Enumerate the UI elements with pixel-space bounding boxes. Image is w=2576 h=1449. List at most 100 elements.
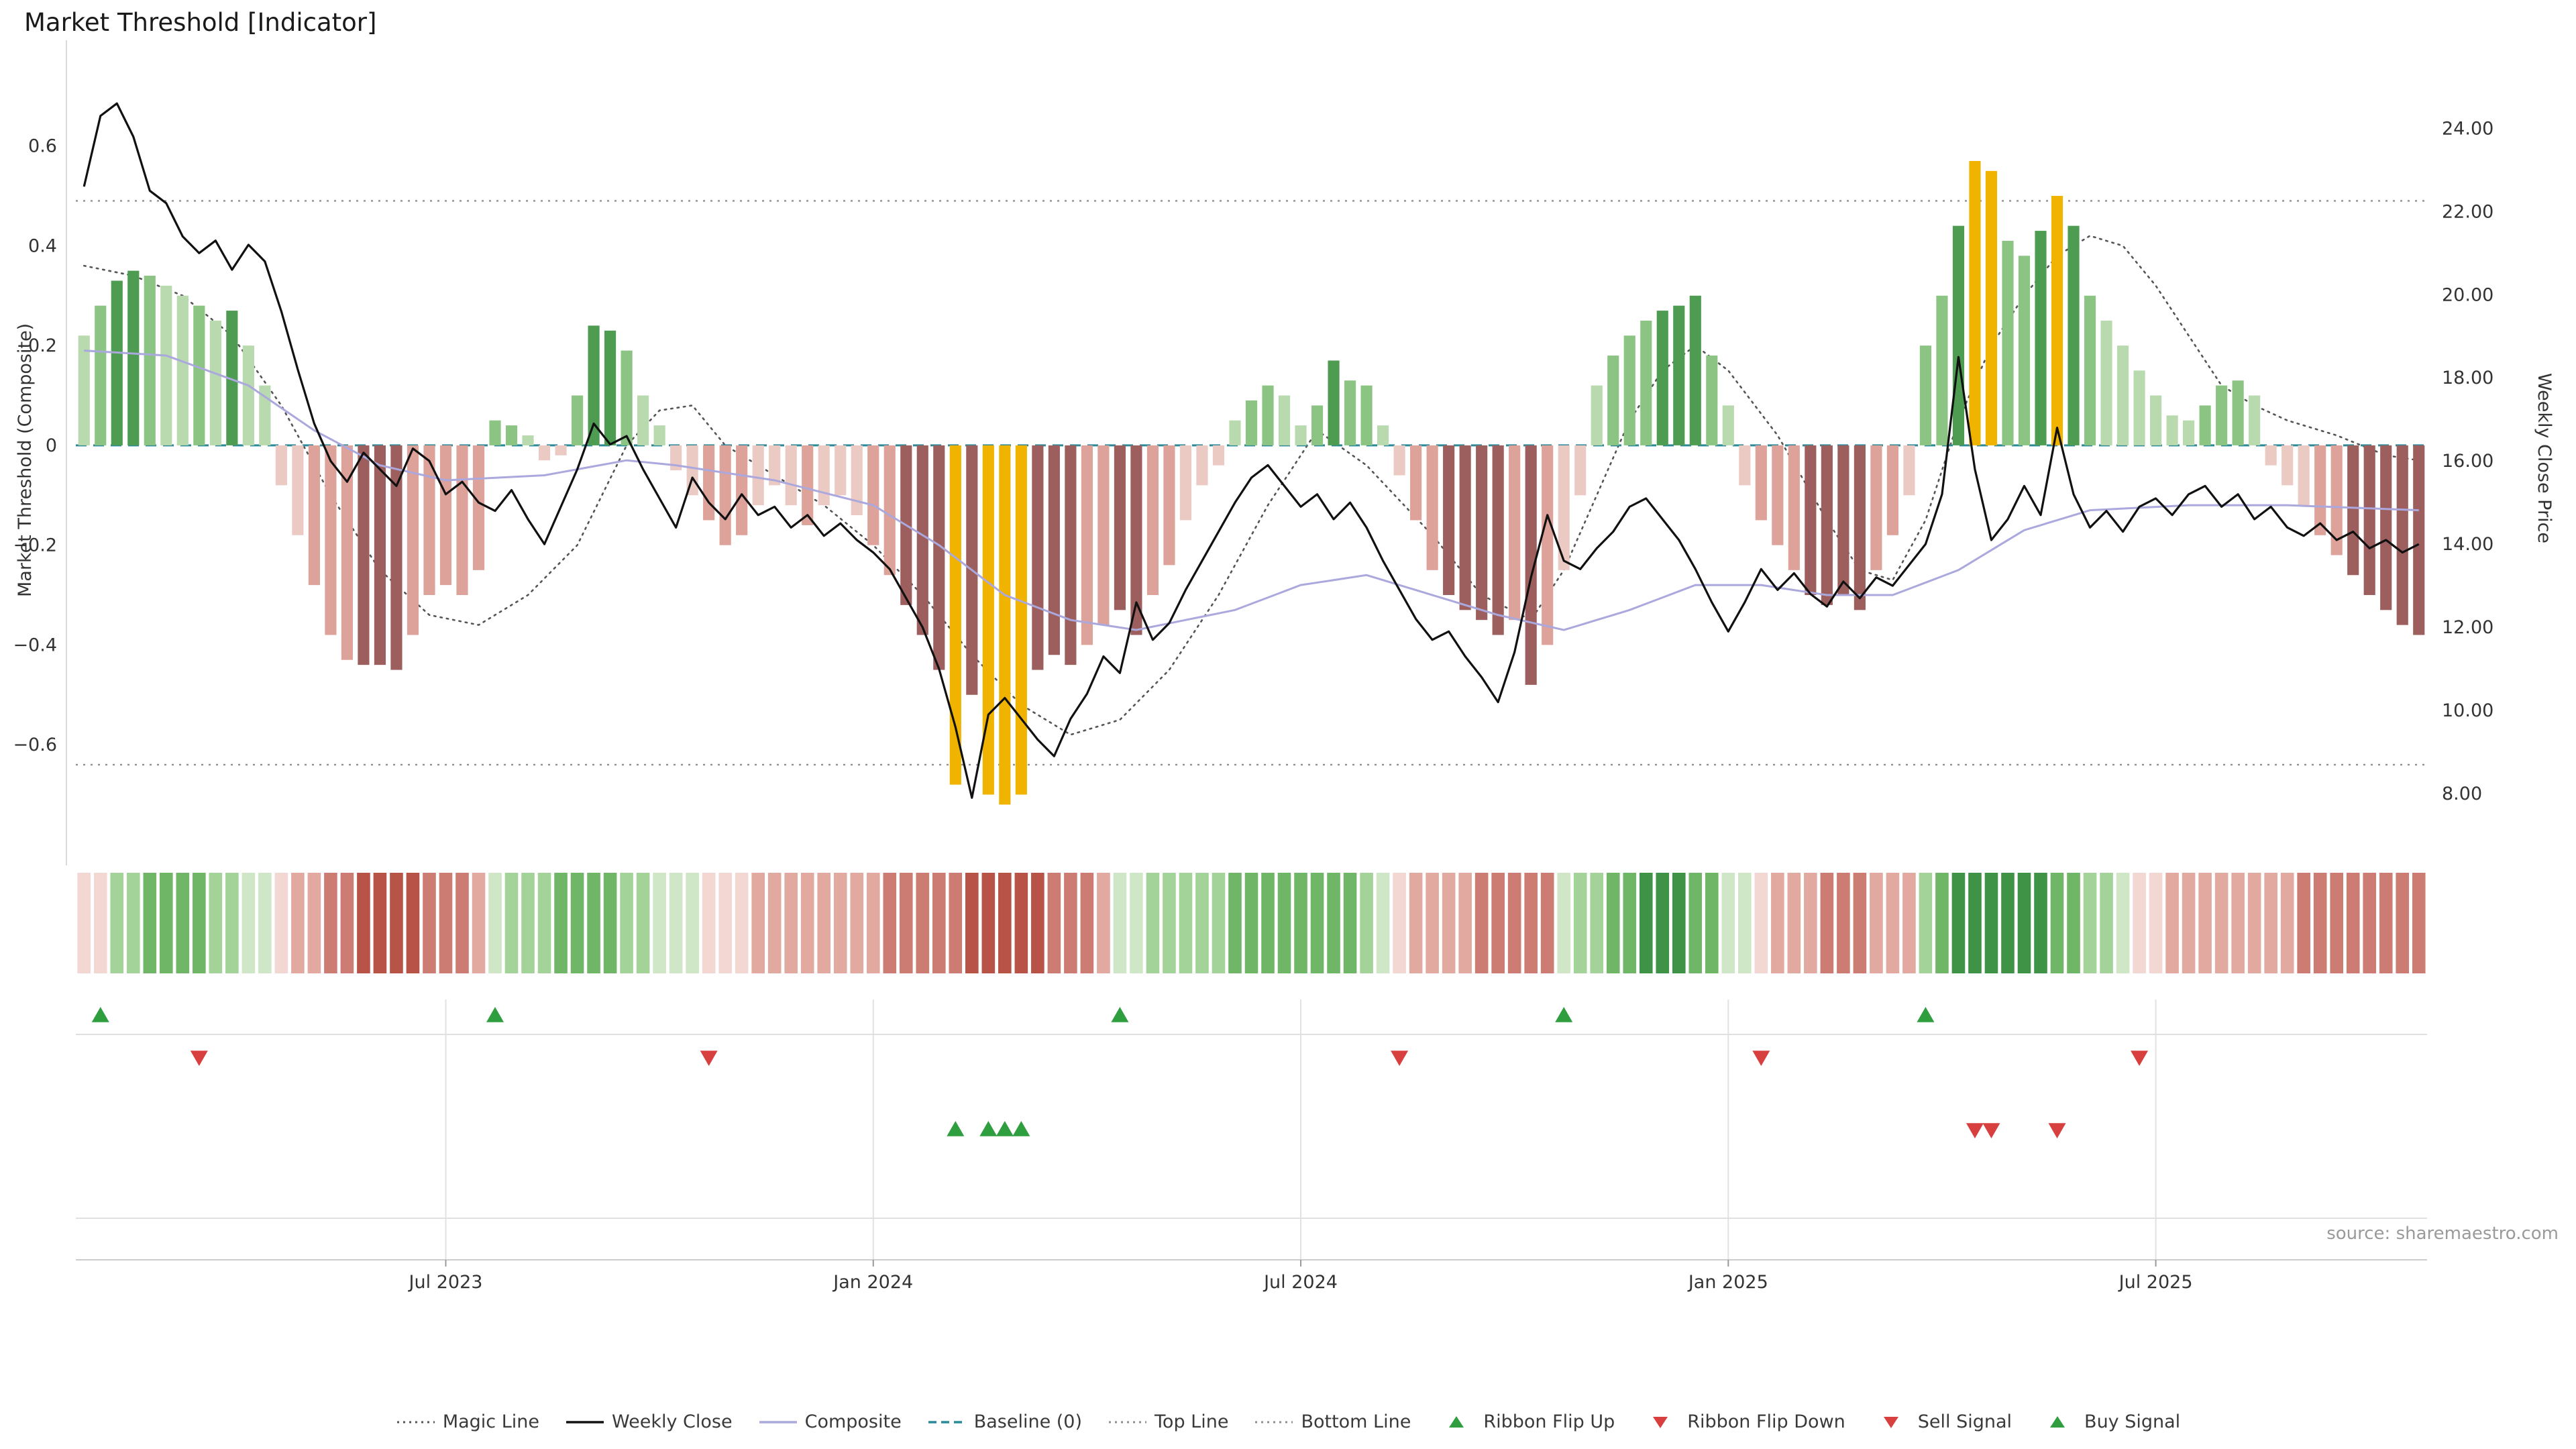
composite-bar bbox=[292, 445, 304, 535]
composite-bar bbox=[2133, 370, 2145, 445]
buy-signal-marker bbox=[947, 1121, 965, 1136]
ribbon-cell bbox=[2067, 873, 2080, 973]
triangle-down-icon bbox=[1883, 1416, 1898, 1428]
composite-bar bbox=[851, 445, 863, 516]
ribbon-cell bbox=[390, 873, 403, 973]
composite-bar bbox=[555, 445, 567, 455]
ribbon-cell bbox=[1277, 873, 1291, 973]
composite-bar bbox=[209, 320, 221, 445]
composite-bar bbox=[1722, 405, 1734, 445]
legend-line-sample bbox=[566, 1420, 604, 1424]
ribbon-cell bbox=[2133, 873, 2146, 973]
legend-marker-shape bbox=[2050, 1415, 2065, 1428]
ribbon-flip-up-marker bbox=[1917, 1007, 1935, 1022]
left-axis-tick-label: −0.4 bbox=[13, 635, 57, 655]
ribbon-cell bbox=[1195, 873, 1209, 973]
ribbon-cell bbox=[686, 873, 699, 973]
legend-item-ribbon-flip-up: Ribbon Flip Up bbox=[1436, 1411, 1615, 1432]
ribbon-cell bbox=[1261, 873, 1275, 973]
ribbon-cell bbox=[488, 873, 502, 973]
legend-line-sample bbox=[928, 1420, 966, 1424]
sell-signal-marker bbox=[2048, 1123, 2066, 1138]
ribbon-cell bbox=[373, 873, 387, 973]
ribbon-cell bbox=[998, 873, 1012, 973]
right-axis-tick-label: 22.00 bbox=[2442, 201, 2493, 222]
composite-bar bbox=[1607, 356, 1619, 445]
legend-item-buy-signal: Buy Signal bbox=[2037, 1411, 2180, 1432]
composite-bar bbox=[1755, 445, 1767, 521]
ribbon-cell bbox=[669, 873, 683, 973]
legend-item-bottom-line: Bottom Line bbox=[1254, 1411, 1411, 1432]
ribbon-cell bbox=[1113, 873, 1127, 973]
composite-bar bbox=[489, 420, 501, 445]
composite-bar bbox=[505, 425, 518, 445]
ribbon-cell bbox=[1672, 873, 1686, 973]
buy-signal-marker bbox=[979, 1121, 998, 1136]
composite-bar bbox=[1459, 445, 1471, 610]
ribbon-cell bbox=[1804, 873, 1817, 973]
legend-label: Top Line bbox=[1155, 1411, 1229, 1432]
ribbon-cell bbox=[1491, 873, 1505, 973]
legend-line-sample bbox=[1109, 1421, 1147, 1423]
composite-bar bbox=[883, 445, 896, 576]
composite-bar bbox=[2068, 225, 2080, 445]
ribbon-flip-down-marker bbox=[2131, 1051, 2149, 1066]
composite-bar bbox=[407, 445, 419, 635]
ribbon-cell bbox=[1327, 873, 1340, 973]
sell-signal-marker bbox=[1966, 1123, 1984, 1138]
ribbon-cell bbox=[1853, 873, 1867, 973]
ribbon-cell bbox=[2379, 873, 2393, 973]
x-tick-label: Jul 2025 bbox=[2118, 1272, 2193, 1293]
composite-bar bbox=[160, 285, 172, 445]
composite-bar bbox=[949, 445, 961, 785]
ribbon-cell bbox=[2363, 873, 2377, 973]
ribbon-cell bbox=[2149, 873, 2163, 973]
composite-bar bbox=[1130, 445, 1142, 635]
composite-bar bbox=[1574, 445, 1587, 496]
buy-signal-marker bbox=[996, 1121, 1014, 1136]
left-axis-tick-label: 0 bbox=[46, 435, 57, 456]
source-note: source: sharemaestro.com bbox=[2326, 1224, 2559, 1244]
legend-label: Weekly Close bbox=[612, 1411, 733, 1432]
ribbon-cell bbox=[110, 873, 124, 973]
composite-bar bbox=[2002, 240, 2014, 445]
composite-bar bbox=[111, 280, 123, 445]
ribbon-cell bbox=[2247, 873, 2261, 973]
ribbon-cell bbox=[2083, 873, 2097, 973]
legend-label: Baseline (0) bbox=[973, 1411, 1083, 1432]
composite-bar bbox=[2051, 196, 2063, 445]
ribbon-cell bbox=[1656, 873, 1670, 973]
ribbon-cell bbox=[735, 873, 749, 973]
legend-label: Sell Signal bbox=[1917, 1411, 2012, 1432]
ribbon-cell bbox=[1097, 873, 1110, 973]
ribbon-cell bbox=[800, 873, 814, 973]
ribbon-cell bbox=[570, 873, 584, 973]
composite-bar bbox=[1623, 335, 1635, 445]
ribbon-flip-down-marker bbox=[1391, 1051, 1409, 1066]
buy-signal-marker bbox=[1012, 1121, 1030, 1136]
composite-bar bbox=[1509, 445, 1521, 621]
composite-bar bbox=[2396, 445, 2408, 625]
legend-label: Bottom Line bbox=[1301, 1411, 1411, 1432]
ribbon-cell bbox=[1031, 873, 1044, 973]
ribbon-flip-down-marker bbox=[700, 1051, 718, 1066]
composite-bar bbox=[1492, 445, 1504, 635]
composite-bar bbox=[2265, 445, 2277, 466]
legend-line-sample bbox=[759, 1420, 797, 1424]
ribbon-cell bbox=[2412, 873, 2426, 973]
composite-bar bbox=[1837, 445, 1849, 596]
composite-bar bbox=[522, 435, 534, 445]
ribbon-cell bbox=[2182, 873, 2196, 973]
composite-bar bbox=[341, 445, 354, 660]
ribbon-cell bbox=[2231, 873, 2245, 973]
composite-bar bbox=[2149, 395, 2162, 445]
ribbon-cell bbox=[587, 873, 600, 973]
ribbon-cell bbox=[307, 873, 321, 973]
ribbon-cell bbox=[1886, 873, 1900, 973]
composite-bar bbox=[1821, 445, 1833, 605]
right-axis-tick-label: 20.00 bbox=[2442, 284, 2493, 305]
ribbon-cell bbox=[1228, 873, 1242, 973]
ribbon-cell bbox=[1458, 873, 1472, 973]
chart-title: Market Threshold [Indicator] bbox=[24, 8, 377, 37]
ribbon-cell bbox=[2100, 873, 2113, 973]
